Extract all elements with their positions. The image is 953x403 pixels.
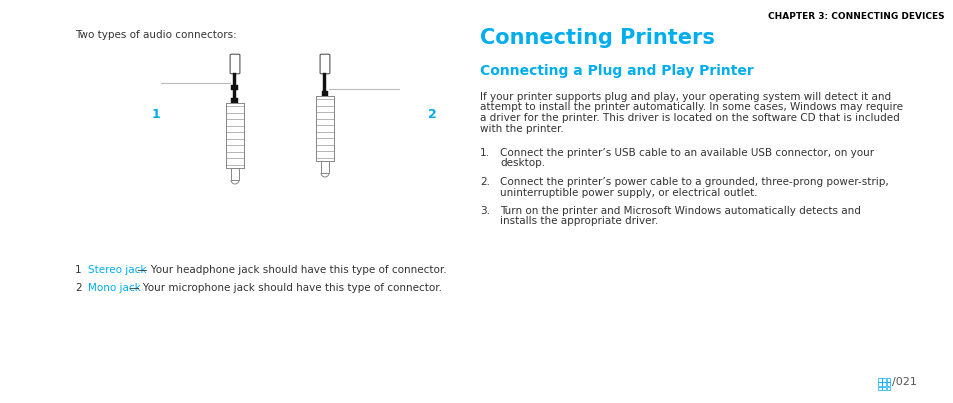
Text: 2.: 2.	[479, 177, 490, 187]
Text: Connecting a Plug and Play Printer: Connecting a Plug and Play Printer	[479, 64, 753, 78]
Text: uninterruptible power supply, or electrical outlet.: uninterruptible power supply, or electri…	[499, 187, 757, 197]
Text: 1: 1	[75, 265, 82, 275]
Text: If your printer supports plug and play, your operating system will detect it and: If your printer supports plug and play, …	[479, 92, 890, 102]
Text: Stereo jack: Stereo jack	[88, 265, 147, 275]
Polygon shape	[231, 168, 239, 180]
Text: 1.: 1.	[479, 148, 490, 158]
Polygon shape	[233, 90, 236, 98]
Polygon shape	[320, 161, 329, 173]
Text: Two types of audio connectors:: Two types of audio connectors:	[75, 30, 236, 40]
Text: Connecting Printers: Connecting Printers	[479, 28, 714, 48]
Text: 2: 2	[75, 283, 82, 293]
Text: /021: /021	[891, 377, 916, 387]
Text: 1: 1	[152, 108, 160, 121]
Polygon shape	[226, 103, 244, 168]
Text: Connect the printer’s USB cable to an available USB connector, on your: Connect the printer’s USB cable to an av…	[499, 148, 873, 158]
Text: Connect the printer’s power cable to a grounded, three-prong power-strip,: Connect the printer’s power cable to a g…	[499, 177, 888, 187]
Polygon shape	[323, 73, 326, 91]
Text: 3.: 3.	[479, 206, 490, 216]
Polygon shape	[321, 91, 328, 96]
Polygon shape	[232, 85, 238, 90]
Text: attempt to install the printer automatically. In some cases, Windows may require: attempt to install the printer automatic…	[479, 102, 902, 112]
Polygon shape	[233, 73, 236, 85]
Text: installs the appropriate driver.: installs the appropriate driver.	[499, 216, 658, 226]
Text: with the printer.: with the printer.	[479, 123, 563, 133]
Text: a driver for the printer. This driver is located on the software CD that is incl: a driver for the printer. This driver is…	[479, 113, 899, 123]
Text: desktop.: desktop.	[499, 158, 544, 168]
Text: CHAPTER 3: CONNECTING DEVICES: CHAPTER 3: CONNECTING DEVICES	[767, 12, 944, 21]
Text: — Your microphone jack should have this type of connector.: — Your microphone jack should have this …	[126, 283, 441, 293]
Text: 2: 2	[428, 108, 436, 121]
Polygon shape	[232, 98, 238, 103]
Text: Mono jack: Mono jack	[88, 283, 141, 293]
Text: Turn on the printer and Microsoft Windows automatically detects and: Turn on the printer and Microsoft Window…	[499, 206, 860, 216]
Polygon shape	[315, 96, 334, 161]
Text: — Your headphone jack should have this type of connector.: — Your headphone jack should have this t…	[133, 265, 446, 275]
